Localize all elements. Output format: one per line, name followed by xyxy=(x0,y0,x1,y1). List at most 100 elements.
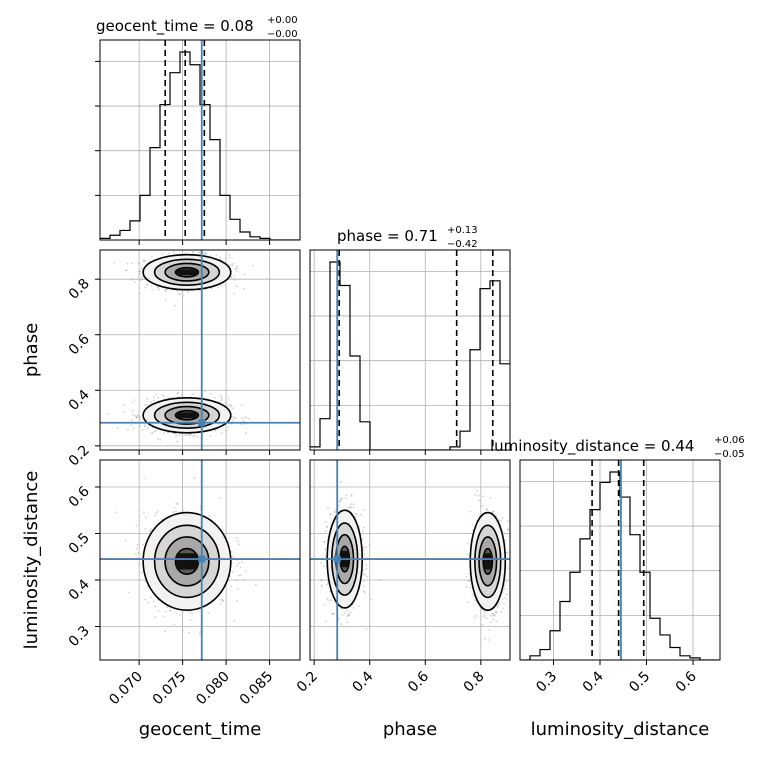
scatter-point xyxy=(224,402,227,405)
scatter-point xyxy=(207,612,210,614)
scatter-point xyxy=(231,419,234,422)
title-plus: +0.13 xyxy=(447,225,478,236)
scatter-point xyxy=(362,530,364,533)
scatter-point xyxy=(157,437,160,440)
scatter-point xyxy=(489,496,492,499)
scatter-point xyxy=(156,509,159,512)
scatter-point xyxy=(220,399,223,401)
scatter-point xyxy=(507,520,510,522)
scatter-point xyxy=(135,399,137,401)
truth-marker xyxy=(198,419,206,427)
scatter-point xyxy=(125,269,128,272)
scatter-point xyxy=(136,543,139,546)
scatter-point xyxy=(162,615,165,618)
scatter-point xyxy=(205,253,208,255)
scatter-point xyxy=(505,593,508,596)
scatter-point xyxy=(221,599,224,602)
scatter-point xyxy=(144,286,147,289)
scatter-point xyxy=(139,418,142,421)
scatter-point xyxy=(217,286,219,289)
y-tick-label: 0.2 xyxy=(66,442,93,469)
scatter-point xyxy=(240,417,243,420)
scatter-point xyxy=(138,563,141,565)
scatter-point xyxy=(471,593,474,596)
scatter-point xyxy=(165,610,167,613)
density-contours xyxy=(326,509,507,612)
scatter-point xyxy=(221,598,223,601)
scatter-point xyxy=(362,568,365,571)
scatter-point xyxy=(185,434,188,436)
scatter-point xyxy=(338,500,341,503)
scatter-point xyxy=(379,579,382,582)
scatter-point xyxy=(354,512,357,515)
scatter-point xyxy=(176,392,179,395)
scatter-point xyxy=(157,609,160,612)
scatter-point xyxy=(126,262,129,265)
title-text: phase = 0.71 xyxy=(337,227,438,245)
panel-frame xyxy=(309,459,511,661)
scatter-point xyxy=(230,276,233,278)
scatter-point xyxy=(138,292,141,295)
scatter-point xyxy=(362,580,365,583)
scatter-point xyxy=(506,567,509,569)
scatter-point xyxy=(220,397,223,399)
scatter-point xyxy=(236,588,239,590)
scatter-point xyxy=(329,599,332,602)
scatter-point xyxy=(209,435,212,437)
panel-frame xyxy=(99,459,301,661)
scatter-point xyxy=(177,244,179,246)
scatter-point xyxy=(173,623,176,626)
scatter-point xyxy=(490,614,492,617)
scatter-point xyxy=(142,511,145,514)
scatter-point xyxy=(349,506,352,509)
scatter-point xyxy=(244,273,246,276)
x-tick-label: 0.075 xyxy=(150,669,190,709)
scatter-point xyxy=(363,585,365,587)
scatter-point xyxy=(144,403,146,406)
scatter-point xyxy=(484,611,486,614)
scatter-point xyxy=(137,270,140,273)
title-phase: phase = 0.71 +0.13 −0.42 xyxy=(337,225,478,250)
panels: 0.20.40.60.80.30.40.50.60.070 0.075 0.080 0… xyxy=(66,39,721,709)
x-tick-label: 0.2 xyxy=(294,669,321,696)
scatter-point xyxy=(220,284,223,287)
scatter-point xyxy=(132,414,135,416)
scatter-point xyxy=(474,599,476,602)
scatter-point xyxy=(232,417,235,420)
scatter-point xyxy=(478,514,481,517)
scatter-point xyxy=(227,404,230,407)
scatter-point xyxy=(331,613,334,615)
scatter-point xyxy=(199,251,202,254)
scatter-point xyxy=(123,403,126,406)
scatter-point xyxy=(322,565,325,568)
scatter-point xyxy=(468,532,471,535)
scatter-point xyxy=(146,398,149,400)
scatter-point xyxy=(152,399,155,402)
scatter-point xyxy=(136,416,139,419)
scatter-point xyxy=(134,281,137,283)
scatter-point xyxy=(333,511,336,513)
scatter-point xyxy=(139,270,142,272)
scatter-point xyxy=(176,289,179,292)
scatter-point xyxy=(484,637,486,640)
scatter-point xyxy=(350,495,353,497)
scatter-point xyxy=(240,404,243,407)
scatter-point xyxy=(493,614,496,616)
scatter-point xyxy=(503,532,506,535)
scatter-point xyxy=(147,601,150,604)
scatter-point xyxy=(134,553,137,555)
scatter-point xyxy=(159,438,162,441)
scatter-point xyxy=(243,417,246,419)
scatter-point xyxy=(482,505,485,507)
scatter-point xyxy=(182,295,184,297)
x-tick-label: 0.8 xyxy=(461,669,488,696)
scatter-point xyxy=(175,612,178,615)
x-tick-label: 0.3 xyxy=(533,669,560,696)
scatter-point xyxy=(193,477,196,479)
scatter-point xyxy=(146,404,149,407)
scatter-point xyxy=(473,616,476,619)
scatter-point xyxy=(135,524,138,527)
scatter-point xyxy=(233,279,236,281)
scatter-point xyxy=(158,288,161,291)
